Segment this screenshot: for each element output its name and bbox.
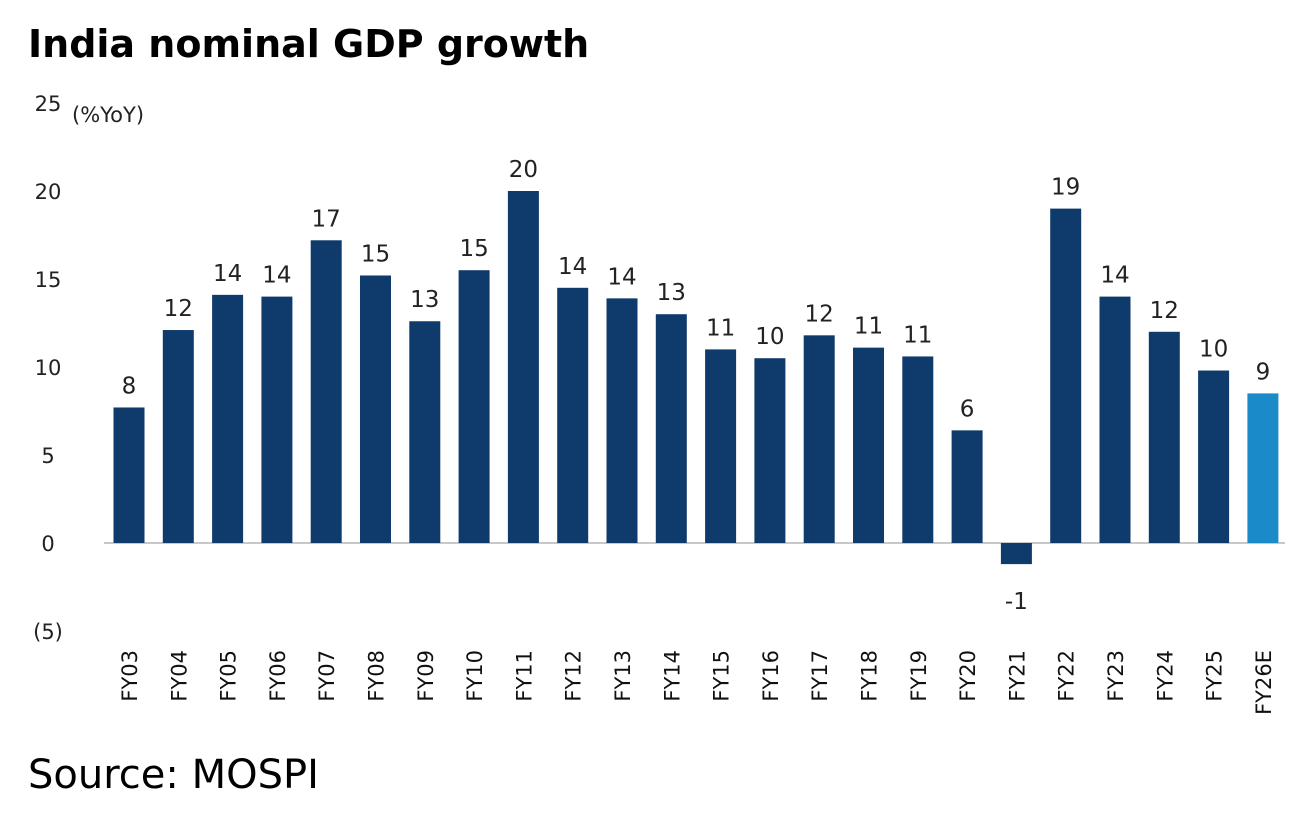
data-label: 15 [459,236,488,262]
x-tick-label: FY08 [365,650,389,702]
bar-fy12 [557,287,589,543]
data-label: 13 [657,280,686,306]
y-tick-label: 20 [35,180,62,204]
x-tick-label: FY07 [315,650,339,702]
bar-fy16 [754,358,786,543]
bar-fy11 [507,191,539,543]
x-tick-label: FY09 [414,650,438,702]
data-label: 19 [1051,175,1080,201]
data-label: 17 [312,206,341,232]
x-tick-label: FY04 [167,650,191,702]
bar-fy17 [803,335,835,543]
y-axis-label: (%YoY) [72,103,144,127]
x-tick-label: FY26E [1252,650,1276,715]
bar-fy04 [162,330,194,543]
y-tick-label: 15 [35,268,62,292]
x-tick-label: FY21 [1005,650,1029,702]
data-label: 11 [854,314,883,340]
bar-fy21 [1000,543,1032,565]
bar-fy06 [261,296,293,543]
chart-title: India nominal GDP growth [28,22,590,66]
x-tick-label: FY05 [217,650,241,702]
x-tick-label: FY06 [266,650,290,702]
bar-fy25 [1198,370,1230,543]
x-tick-label: FY14 [660,650,684,702]
x-tick-label: FY15 [710,650,734,702]
x-tick-label: FY16 [759,650,783,702]
x-tick-label: FY17 [808,650,832,702]
data-label: 13 [410,287,439,313]
x-tick-label: FY03 [118,650,142,702]
data-label: -1 [1005,589,1028,615]
bar-fy07 [310,240,342,543]
bar-fy19 [902,356,934,543]
y-tick-label: 5 [41,444,54,468]
data-label: 10 [755,324,784,350]
data-label: 14 [607,264,636,290]
data-label: 6 [960,396,975,422]
x-tick-label: FY20 [956,650,980,702]
data-label: 11 [706,315,735,341]
y-tick-label: (5) [33,620,63,644]
bar-fy08 [360,275,391,543]
x-tick-label: FY11 [512,650,536,702]
data-label: 15 [361,241,390,267]
x-tick-label: FY13 [611,650,635,702]
x-tick-label: FY10 [463,650,487,702]
data-label: 9 [1256,359,1271,385]
bar-fy09 [409,321,441,543]
x-tick-label: FY23 [1104,650,1128,702]
bar-fy13 [606,298,638,543]
data-label: 12 [805,301,834,327]
data-label: 12 [1150,298,1179,324]
bar-fy23 [1099,296,1131,543]
y-tick-label: 0 [41,532,54,556]
bar-fy22 [1050,208,1082,543]
bar-fy14 [655,314,687,543]
bar-fy24 [1148,331,1180,543]
y-tick-label: 25 [35,92,62,116]
bar-fy10 [458,270,490,543]
data-label: 14 [558,254,587,280]
data-label: 14 [213,261,242,287]
x-tick-label: FY22 [1055,650,1079,702]
bar-fy20 [951,430,983,543]
x-tick-label: FY24 [1153,650,1177,702]
source-note: Source: MOSPI [28,752,319,798]
bar-fy15 [705,349,737,543]
data-label: 12 [164,296,193,322]
x-tick-label: FY18 [858,650,882,702]
data-label: 11 [903,322,932,348]
bar-fy26e [1247,393,1279,543]
bar-fy05 [212,294,244,543]
data-label: 14 [262,263,291,289]
y-tick-label: 10 [35,356,62,380]
data-label: 14 [1100,263,1129,289]
data-label: 8 [122,373,137,399]
data-label: 20 [509,157,538,183]
x-tick-label: FY25 [1203,650,1227,702]
x-tick-label: FY12 [562,650,586,702]
bar-fy18 [853,347,884,543]
bar-fy03 [113,407,145,543]
data-label: 10 [1199,337,1228,363]
x-tick-label: FY19 [907,650,931,702]
